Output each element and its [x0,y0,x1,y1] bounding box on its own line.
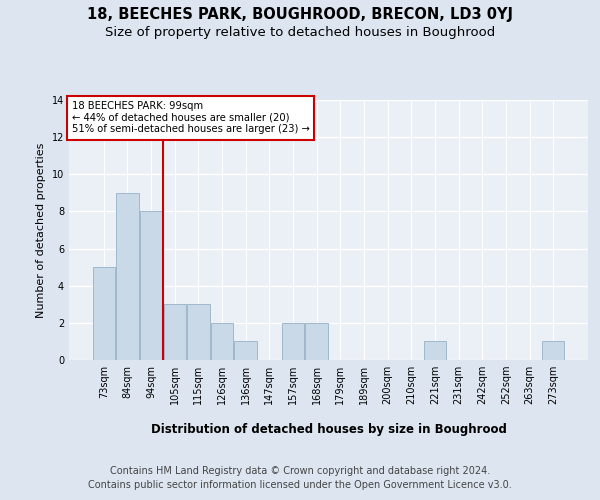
Bar [211,323,233,360]
Text: Contains HM Land Registry data © Crown copyright and database right 2024.: Contains HM Land Registry data © Crown c… [110,466,490,476]
Text: Distribution of detached houses by size in Boughrood: Distribution of detached houses by size … [151,422,507,436]
Bar [424,342,446,360]
Bar [92,267,115,360]
Bar [542,342,565,360]
Bar [140,212,163,360]
Text: Size of property relative to detached houses in Boughrood: Size of property relative to detached ho… [105,26,495,39]
Bar [187,304,209,360]
Bar [116,193,139,360]
Text: 18 BEECHES PARK: 99sqm
← 44% of detached houses are smaller (20)
51% of semi-det: 18 BEECHES PARK: 99sqm ← 44% of detached… [71,102,310,134]
Bar [164,304,186,360]
Y-axis label: Number of detached properties: Number of detached properties [36,142,46,318]
Bar [282,323,304,360]
Bar [305,323,328,360]
Text: Contains public sector information licensed under the Open Government Licence v3: Contains public sector information licen… [88,480,512,490]
Bar [235,342,257,360]
Text: 18, BEECHES PARK, BOUGHROOD, BRECON, LD3 0YJ: 18, BEECHES PARK, BOUGHROOD, BRECON, LD3… [87,8,513,22]
